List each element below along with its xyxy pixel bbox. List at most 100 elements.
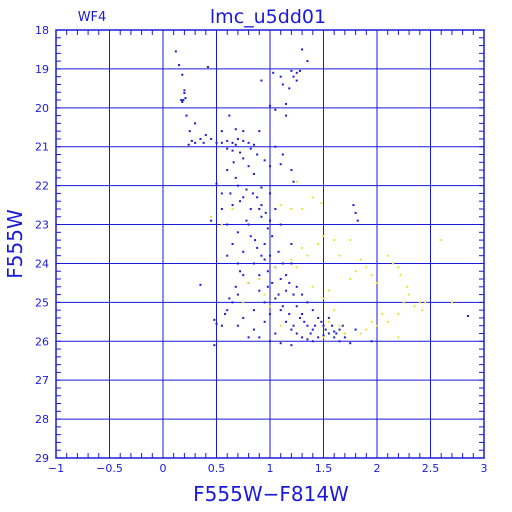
data-point — [215, 322, 218, 325]
data-point — [274, 266, 277, 269]
data-point — [236, 324, 239, 327]
data-point — [234, 128, 237, 131]
data-point — [263, 301, 266, 304]
data-point — [290, 243, 293, 245]
data-point — [281, 83, 284, 86]
data-point — [245, 219, 248, 222]
data-point — [274, 297, 277, 300]
data-point — [274, 108, 277, 111]
data-point — [260, 254, 263, 257]
x-tick-label: 0 — [160, 462, 167, 475]
data-point — [260, 204, 263, 207]
data-point — [220, 207, 223, 210]
data-point — [450, 301, 453, 304]
data-point — [279, 342, 282, 345]
data-point — [277, 250, 280, 253]
data-point — [295, 79, 298, 82]
data-point — [252, 309, 255, 312]
data-point — [320, 320, 323, 323]
data-point — [231, 243, 234, 245]
data-point — [317, 243, 320, 245]
data-point — [226, 147, 229, 150]
data-point — [236, 137, 239, 140]
data-point — [202, 141, 205, 144]
data-point — [194, 141, 197, 144]
data-point — [260, 79, 263, 82]
data-point — [247, 141, 250, 144]
data-point — [231, 204, 234, 207]
data-point — [266, 270, 269, 273]
data-point — [420, 309, 423, 312]
data-point — [295, 332, 298, 335]
data-point — [220, 130, 223, 133]
data-point — [279, 309, 282, 312]
data-point — [292, 75, 295, 78]
data-point — [298, 69, 301, 72]
data-point — [301, 48, 304, 51]
data-point — [405, 285, 408, 288]
data-point — [239, 200, 242, 203]
data-point — [274, 332, 277, 335]
data-point — [231, 207, 234, 210]
data-point — [317, 316, 320, 319]
data-point — [281, 262, 284, 265]
data-point — [184, 97, 187, 100]
data-point — [338, 324, 341, 327]
data-point — [424, 301, 427, 304]
data-point — [298, 316, 301, 319]
data-point — [256, 196, 259, 199]
data-point — [322, 336, 325, 339]
data-point — [269, 165, 271, 168]
data-point — [252, 262, 255, 265]
data-point — [231, 149, 234, 152]
data-point — [256, 153, 259, 156]
y-tick-label: 28 — [35, 413, 49, 426]
data-point — [215, 141, 218, 144]
data-point — [258, 336, 261, 339]
data-point — [320, 202, 323, 205]
data-point — [226, 139, 229, 142]
data-point — [199, 283, 202, 286]
data-point — [236, 262, 239, 265]
x-tick-label: 1.5 — [315, 462, 333, 475]
y-tick-label: 18 — [35, 24, 49, 37]
data-point — [295, 180, 298, 183]
data-point — [226, 254, 229, 257]
data-point — [392, 262, 395, 265]
y-tick-label: 24 — [35, 257, 49, 270]
data-point — [354, 211, 357, 214]
data-point — [269, 340, 271, 343]
data-point — [229, 192, 232, 195]
data-point — [274, 145, 277, 148]
data-point — [311, 328, 314, 331]
data-point — [306, 60, 309, 63]
data-point — [263, 159, 266, 162]
data-point — [466, 314, 469, 317]
data-point — [220, 223, 223, 226]
data-point — [242, 157, 245, 160]
data-point — [295, 305, 298, 308]
data-point — [303, 320, 306, 323]
data-point — [306, 301, 309, 304]
y-tick-label: 22 — [35, 180, 49, 193]
data-point — [290, 344, 293, 347]
data-point — [236, 231, 239, 234]
data-point — [263, 258, 266, 261]
plot-frame — [55, 29, 485, 459]
data-point — [331, 324, 334, 327]
data-point — [258, 130, 261, 133]
y-tick-label: 21 — [35, 141, 49, 154]
data-point — [183, 89, 186, 92]
data-point — [301, 313, 304, 316]
data-point — [252, 143, 255, 146]
grid — [55, 29, 485, 459]
data-point — [338, 254, 341, 257]
data-point — [263, 243, 266, 245]
x-tick-label: 0.5 — [208, 462, 226, 475]
data-point — [242, 130, 245, 133]
data-point — [247, 336, 250, 339]
data-point — [215, 182, 218, 185]
data-point — [418, 301, 421, 304]
data-point — [181, 73, 184, 76]
data-point — [252, 328, 255, 331]
